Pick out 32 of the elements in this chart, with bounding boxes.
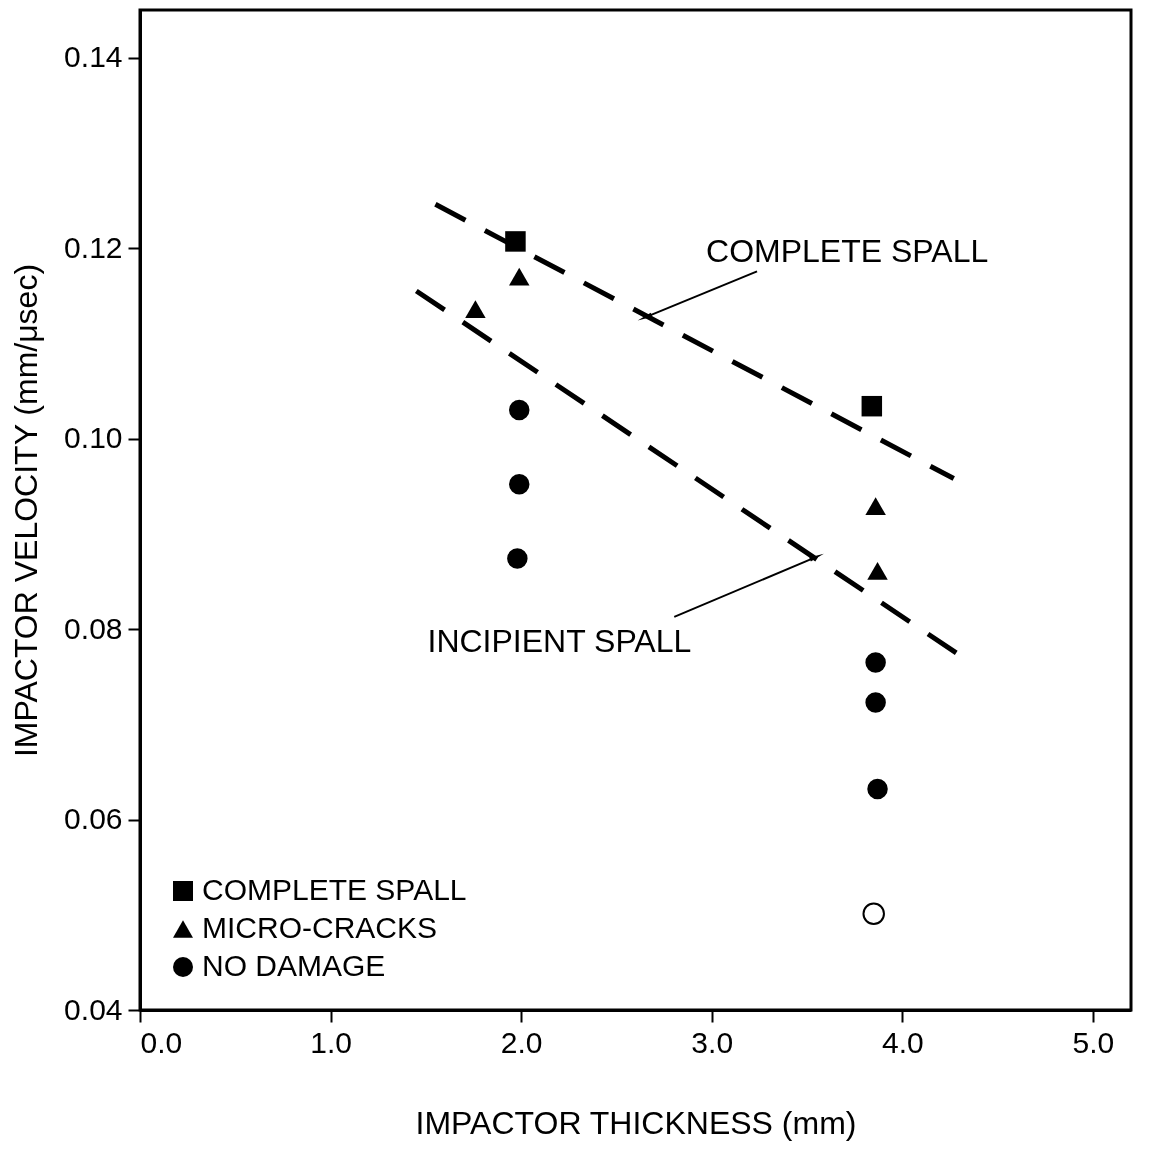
annotation: COMPLETE SPALL [706,232,989,269]
point [509,474,530,495]
point [865,692,886,713]
point [865,497,886,516]
legend-label: MICRO-CRACKS [202,911,438,944]
point [861,395,883,417]
x-tick-label: 0.0 [140,1025,183,1059]
legend-label: NO DAMAGE [202,949,386,982]
x-tick-label: 3.0 [691,1025,734,1059]
y-tick-label: 0.06 [64,802,123,836]
point [865,652,886,673]
annotation: INCIPIENT SPALL [427,623,692,660]
point [867,778,888,800]
y-tick-label: 0.14 [64,40,123,74]
y-tick-label: 0.08 [64,611,123,645]
point [505,231,526,252]
y-tick-label: 0.12 [64,230,123,264]
x-tick-label: 4.0 [881,1025,924,1059]
y-axis-title: IMPACTOR VELOCITY (mm/μsec) [8,263,45,758]
point [507,548,528,569]
y-tick-label: 0.10 [64,421,123,455]
point [509,267,530,286]
x-axis-title: IMPACTOR THICKNESS (mm) [415,1104,857,1141]
y-tick-label: 0.04 [64,992,123,1026]
x-tick-label: 5.0 [1072,1025,1115,1059]
legend-label: COMPLETE SPALL [202,873,467,906]
point [509,399,530,421]
x-tick-label: 1.0 [310,1025,352,1059]
x-tick-label: 2.0 [500,1025,543,1059]
point [867,562,888,580]
point [465,300,486,318]
point [862,902,885,926]
